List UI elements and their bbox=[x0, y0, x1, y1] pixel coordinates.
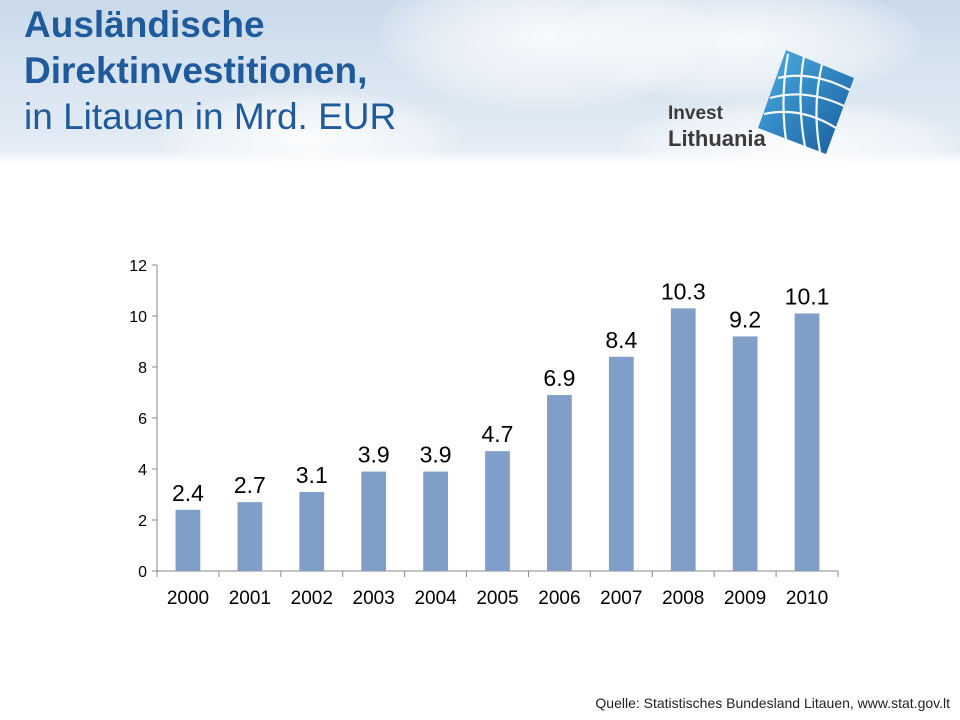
data-label-2009: 9.2 bbox=[729, 306, 761, 332]
data-label-2001: 2.7 bbox=[234, 472, 266, 498]
y-tick-label: 10 bbox=[129, 309, 147, 326]
logo-text-lithuania: Lithuania bbox=[668, 126, 766, 151]
x-tick-label-2010: 2010 bbox=[786, 588, 828, 609]
x-tick-label-2005: 2005 bbox=[476, 588, 518, 609]
bar-2005 bbox=[485, 451, 510, 571]
y-tick-label: 4 bbox=[138, 462, 147, 479]
bar-2003 bbox=[361, 471, 387, 571]
bar-2001 bbox=[237, 502, 263, 571]
title-line-3: in Litauen in Mrd. EUR bbox=[24, 96, 397, 137]
y-tick-label: 0 bbox=[138, 564, 147, 581]
page-title: Ausländische Direktinvestitionen, in Lit… bbox=[24, 2, 396, 140]
x-tick-label-2004: 2004 bbox=[414, 588, 457, 609]
bar-chart: 0 2 4 6 8 10 12 2.4 2000 2.7 2001 3.1 2002 3.9 2003 3.9… bbox=[129, 258, 839, 609]
globe-grid-icon bbox=[758, 50, 854, 154]
x-tick-label-2000: 2000 bbox=[167, 588, 209, 609]
data-label-2002: 3.1 bbox=[296, 462, 328, 488]
title-line-2-rest: , bbox=[357, 50, 368, 91]
bar-2006 bbox=[547, 395, 572, 571]
data-label-2006: 6.9 bbox=[543, 365, 575, 391]
data-label-2005: 4.7 bbox=[482, 421, 514, 447]
bar-2000 bbox=[175, 509, 201, 571]
bar-2007 bbox=[608, 356, 634, 571]
data-label-2004: 3.9 bbox=[420, 442, 452, 468]
invest-lithuania-logo: Invest Lithuania bbox=[668, 48, 858, 158]
x-tick-label-2008: 2008 bbox=[662, 588, 704, 609]
x-tick-label-2002: 2002 bbox=[291, 588, 333, 609]
x-tick-label-2007: 2007 bbox=[600, 588, 642, 609]
title-line-1: Ausländische bbox=[24, 4, 265, 45]
x-tick-label-2006: 2006 bbox=[538, 588, 580, 609]
bar-2004 bbox=[423, 471, 448, 571]
logo-text-invest: Invest bbox=[668, 103, 723, 124]
data-label-2007: 8.4 bbox=[605, 327, 637, 353]
y-tick-label: 8 bbox=[138, 360, 147, 377]
data-label-2003: 3.9 bbox=[358, 442, 390, 468]
data-label-2008: 10.3 bbox=[661, 278, 706, 304]
data-label-2010: 10.1 bbox=[785, 283, 830, 309]
bar-2010 bbox=[794, 313, 820, 571]
x-tick-label-2009: 2009 bbox=[724, 588, 766, 609]
source-note: Quelle: Statistisches Bundesland Litauen… bbox=[595, 695, 950, 711]
bar-2009 bbox=[732, 336, 758, 571]
bar-2008 bbox=[670, 308, 696, 571]
x-tick-label-2003: 2003 bbox=[353, 588, 395, 609]
bar-2002 bbox=[299, 491, 325, 571]
y-tick-label: 2 bbox=[138, 513, 147, 530]
data-label-2000: 2.4 bbox=[172, 480, 204, 506]
y-tick-label: 12 bbox=[129, 258, 147, 275]
header-banner: Ausländische Direktinvestitionen, in Lit… bbox=[0, 0, 960, 165]
title-line-2-bold: Direktinvestitionen bbox=[24, 50, 358, 91]
title-line-2: Direktinvestitionen, bbox=[24, 48, 396, 94]
x-tick-label-2001: 2001 bbox=[229, 588, 271, 609]
y-tick-label: 6 bbox=[138, 411, 147, 428]
